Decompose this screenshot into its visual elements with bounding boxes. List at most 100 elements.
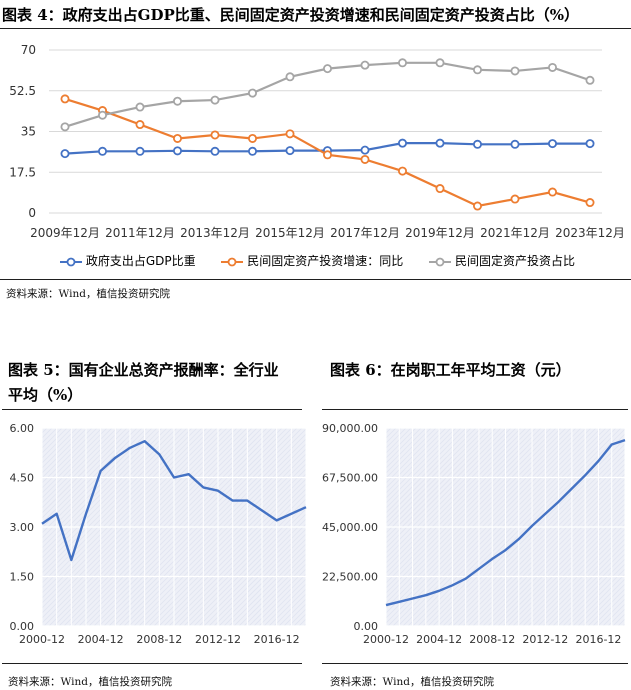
x-tick-label: 2008-12 — [136, 633, 182, 646]
hatch-line — [385, 427, 502, 544]
hatch-line — [482, 483, 626, 627]
hatch-line — [527, 528, 626, 627]
hatch-line — [385, 427, 507, 549]
hatch-line — [577, 578, 626, 627]
data-point — [472, 139, 482, 149]
x-tick-label: 2008-12 — [469, 633, 515, 646]
hatch-line — [41, 427, 208, 594]
hatch-line — [41, 427, 233, 619]
hatch-line — [502, 503, 626, 627]
hatch-line — [208, 528, 307, 627]
hatch-line — [273, 593, 307, 627]
hatch-line — [263, 583, 307, 627]
y-tick-label: 6.00 — [10, 422, 35, 435]
data-point — [397, 58, 407, 68]
legend-label-private-growth: 民间固定资产投资增速：同比 — [247, 254, 404, 268]
y-tick-label: 52.5 — [9, 84, 36, 98]
data-point — [98, 146, 108, 156]
series-line-0 — [385, 438, 626, 607]
hatch-line — [385, 427, 577, 619]
hatch-line — [582, 583, 626, 627]
data-point — [510, 66, 520, 76]
figure6-bottom-rule — [322, 663, 628, 664]
hatch-line — [41, 427, 203, 589]
hatch-line — [153, 473, 307, 627]
hatch-line — [258, 578, 307, 627]
figure5-title: 图表 5：国有企业总资产报酬率：全行业 平均（%） — [8, 358, 279, 408]
hatch-line — [602, 603, 626, 627]
data-point — [60, 122, 70, 132]
hatch-line — [385, 427, 477, 519]
hatch-line — [385, 427, 492, 534]
data-point — [322, 64, 332, 74]
figure6-title-rule — [322, 409, 628, 410]
data-point — [510, 139, 520, 149]
hatch-line — [587, 588, 626, 627]
hatch-line — [213, 533, 307, 627]
hatch-line — [477, 478, 626, 627]
hatch-line — [298, 618, 307, 627]
hatch-line — [537, 538, 626, 627]
hatch-line — [385, 427, 417, 459]
hatch-line — [193, 513, 307, 627]
hatch-line — [183, 503, 307, 627]
hatch-line — [243, 563, 307, 627]
hatch-line — [385, 427, 472, 514]
x-tick-label: 2012-12 — [522, 633, 568, 646]
data-point — [285, 72, 295, 82]
hatch-line — [238, 558, 307, 627]
hatch-line — [41, 427, 58, 444]
data-point — [472, 201, 482, 211]
hatch-line — [557, 558, 626, 627]
hatch-line — [228, 548, 307, 627]
hatch-line — [223, 543, 307, 627]
hatch-line — [41, 427, 158, 544]
hatch-line — [253, 573, 307, 627]
hatch-line — [41, 427, 63, 449]
hatch-line — [385, 427, 452, 494]
figure5-source: 资料来源：Wind，植信投资研究院 — [8, 676, 172, 688]
hatch-line — [163, 483, 307, 627]
figure4-source: 资料来源：Wind，植信投资研究院 — [6, 288, 170, 300]
hatch-line — [442, 443, 626, 627]
hatch-line — [385, 427, 542, 584]
figure4-bottom-rule — [0, 279, 631, 280]
hatch-line — [385, 427, 537, 579]
data-point — [60, 94, 70, 104]
hatch-line — [41, 427, 213, 599]
legend-marker-gov-spending — [60, 256, 82, 268]
data-point — [172, 146, 182, 156]
data-point — [585, 198, 595, 208]
hatch-line — [385, 427, 432, 474]
data-point — [435, 138, 445, 148]
hatch-line — [552, 553, 626, 627]
hatch-line — [41, 427, 138, 524]
y-tick-label: 70 — [21, 43, 36, 57]
legend-marker-private-share — [429, 256, 452, 268]
y-tick-label: 0.00 — [354, 620, 379, 633]
x-tick-label: 2015年12月 — [255, 226, 325, 240]
hatch-line — [385, 427, 457, 499]
hatch-line — [385, 427, 402, 444]
data-point — [397, 138, 407, 148]
hatch-line — [385, 427, 397, 439]
hatch-line — [41, 427, 223, 609]
x-tick-label: 2000-12 — [19, 633, 65, 646]
hatch-line — [133, 453, 307, 627]
x-tick-label: 2004-12 — [416, 633, 462, 646]
data-point — [585, 75, 595, 85]
hatch-line — [41, 427, 228, 614]
x-tick-label: 2016-12 — [254, 633, 300, 646]
legend-marker-private-growth — [221, 256, 244, 268]
hatch-line — [385, 427, 407, 449]
hatch-line — [138, 458, 307, 627]
hatch-line — [487, 488, 626, 627]
data-point — [210, 146, 220, 156]
x-tick-label: 2016-12 — [575, 633, 621, 646]
figure6-source: 资料来源：Wind，植信投资研究院 — [330, 676, 494, 688]
y-tick-label: 1.50 — [10, 571, 35, 584]
data-point — [247, 146, 257, 156]
hatch-line — [41, 427, 198, 584]
hatch-line — [507, 508, 626, 627]
data-point — [172, 96, 182, 106]
